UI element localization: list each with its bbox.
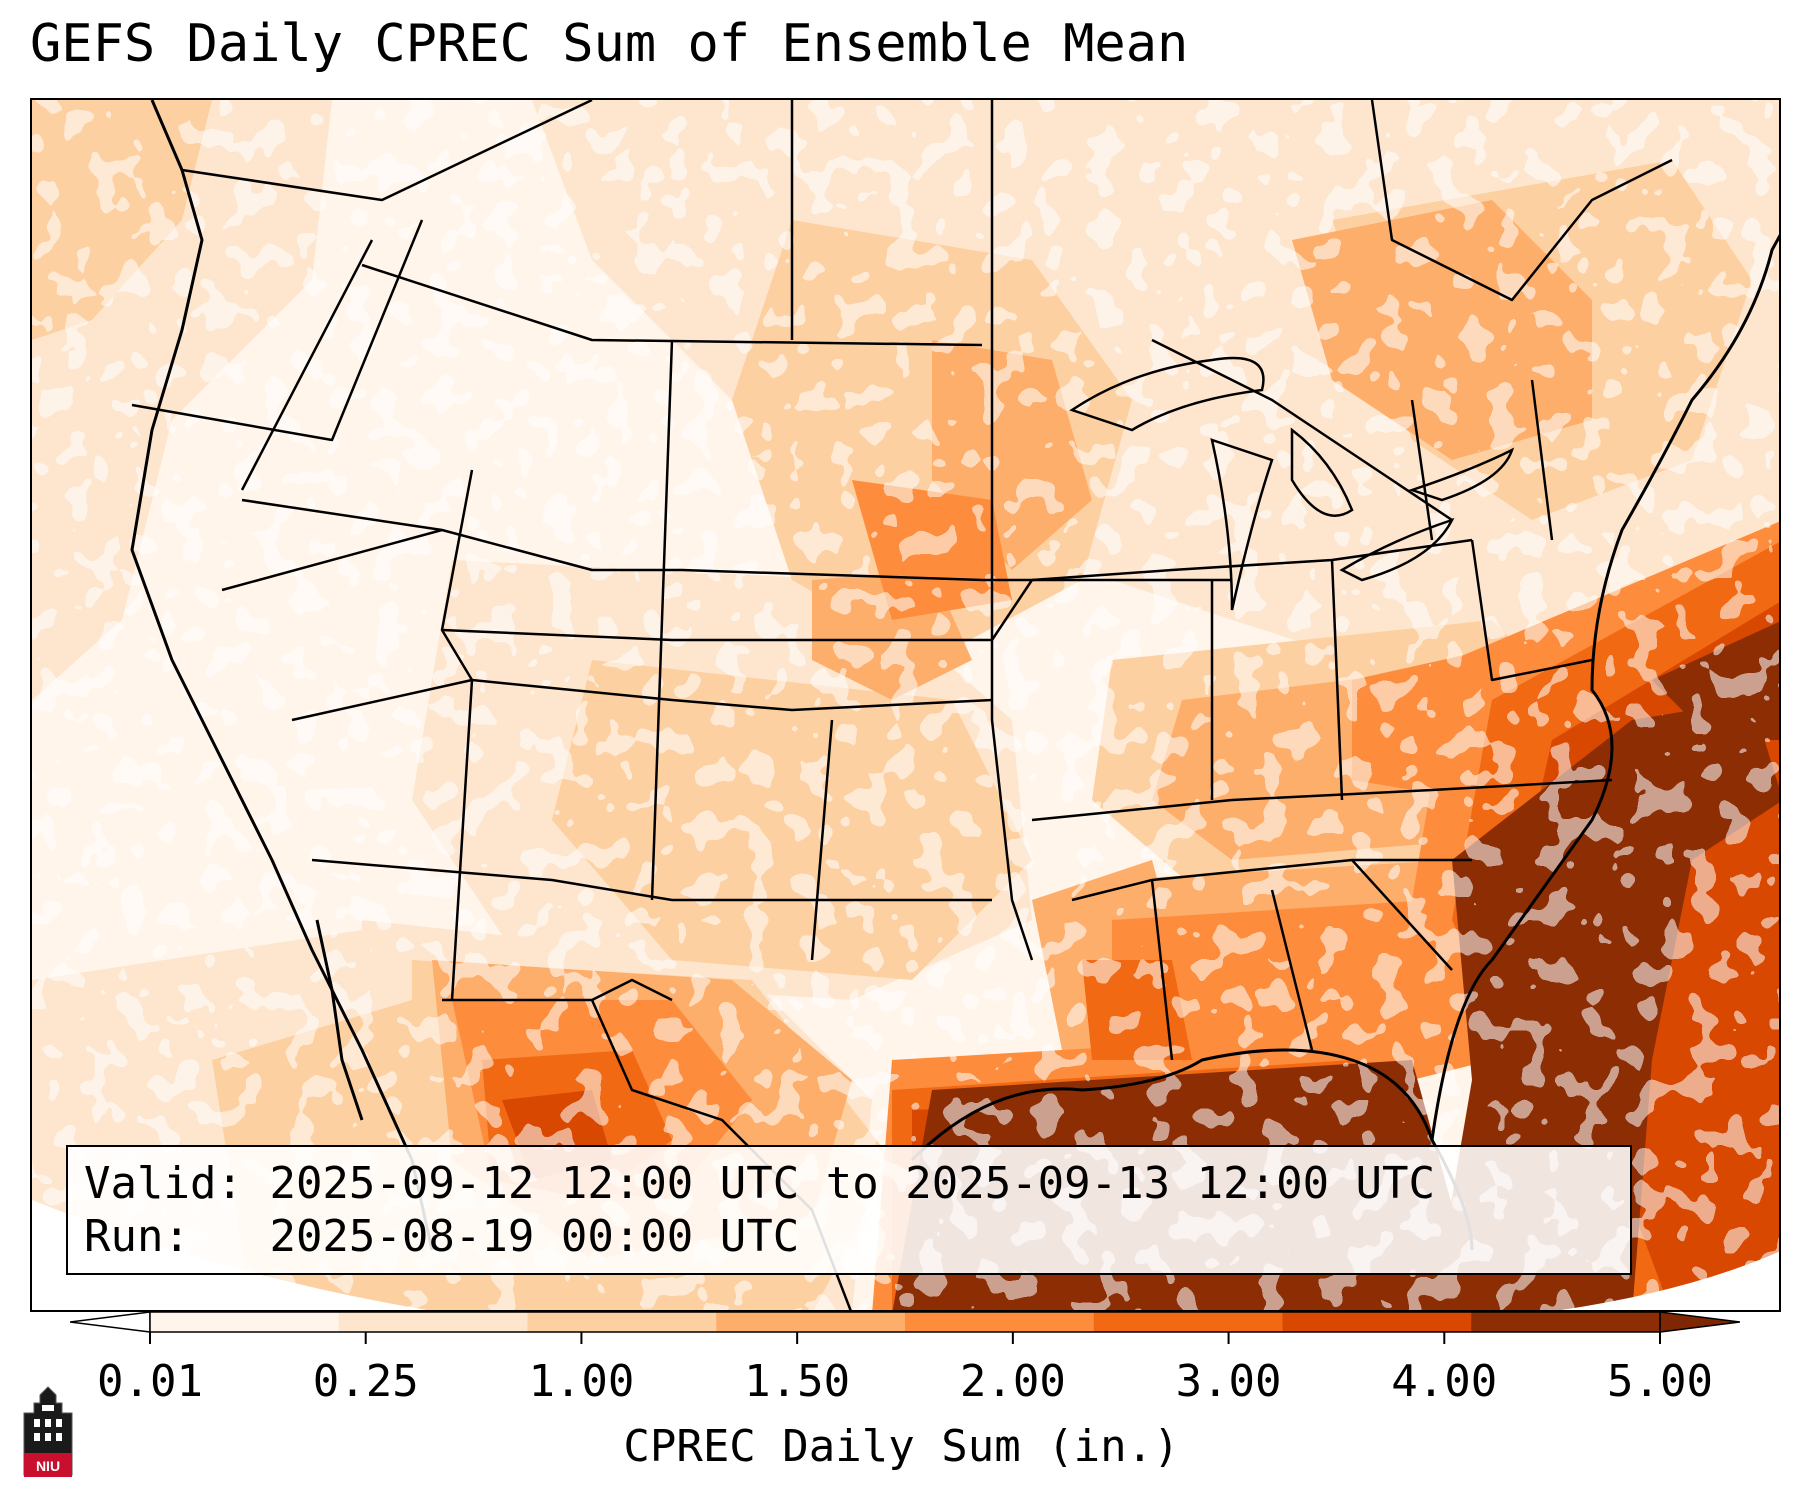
colorbar-ticks [149,1332,1661,1344]
colorbar-tick-label: 5.00 [1607,1356,1713,1407]
valid-run-info-box: Valid: 2025-09-12 12:00 UTC to 2025-09-1… [66,1145,1632,1275]
colorbar-segment [338,1312,528,1332]
projection-edge-left [32,1200,428,1310]
colorbar-frame [149,1312,1661,1333]
coastline [130,100,1779,1251]
colorbar-label: CPREC Daily Sum (in.) [623,1421,1180,1472]
colorbar-segments [70,1312,1740,1333]
colorbar-tick-label: 0.01 [97,1356,203,1407]
precip-map [30,98,1781,1312]
precip-map-graphic [32,100,1779,1310]
colorbar-tick-label: 3.00 [1175,1356,1282,1407]
colorbar [70,1312,1740,1344]
projection-edge-right [1560,1251,1779,1310]
colorbar-segment [716,1312,906,1332]
run-label: Run: [84,1211,190,1262]
colorbar-under-arrow [70,1312,151,1333]
colorbar-segment [1282,1312,1472,1332]
colorbar-tick-label: 1.50 [744,1356,851,1407]
state-borders [131,100,1673,1061]
colorbar-segment [527,1312,717,1332]
colorbar-over-arrow [1659,1312,1740,1333]
colorbar-segment [1471,1312,1661,1332]
colorbar-segment [1093,1312,1283,1332]
colorbar-tick-label: 2.00 [959,1356,1066,1407]
map-title: GEFS Daily CPREC Sum of Ensemble Mean [30,14,1189,74]
colorbar-segment [905,1312,1095,1332]
run-value: 2025-08-19 00:00 UTC [269,1211,800,1262]
university-tower-icon: NIU [23,1386,73,1477]
valid-value: 2025-09-12 12:00 UTC to 2025-09-13 12:00… [269,1158,1436,1209]
colorbar-segment [150,1312,340,1332]
colorbar-tick-label: 4.00 [1391,1356,1498,1407]
great-lakes [1069,356,1515,611]
valid-label: Valid: [84,1158,243,1209]
colorbar-tick-label: 1.00 [528,1356,635,1407]
logo-text: NIU [36,1458,60,1474]
colorbar-tick-label: 0.25 [312,1356,419,1407]
precip-texture [32,100,1779,1310]
